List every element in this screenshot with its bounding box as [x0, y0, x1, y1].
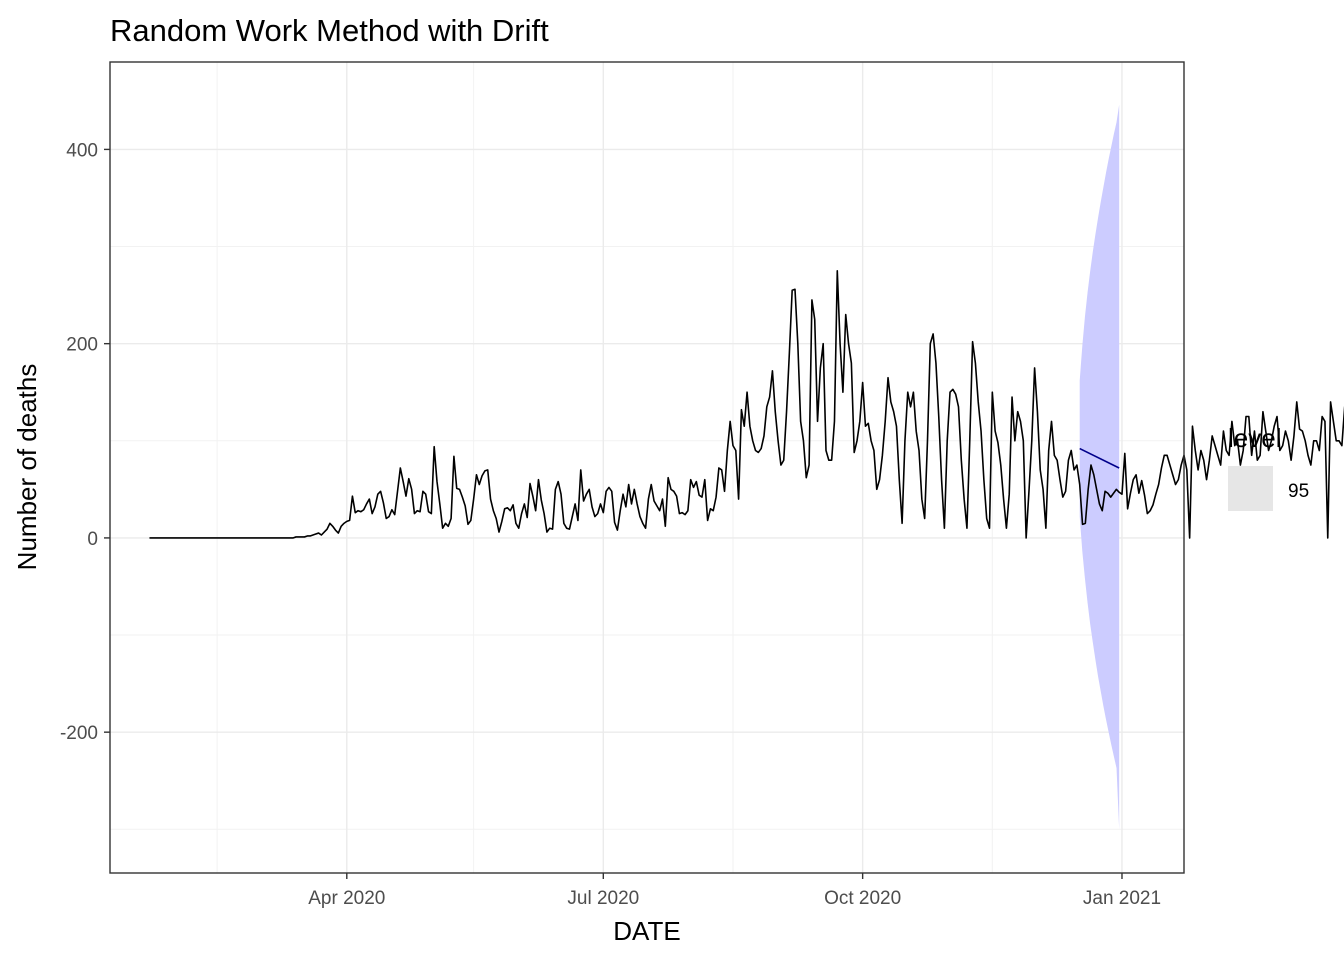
series-layer [149, 270, 1344, 539]
legend-label-95: 95 [1288, 481, 1309, 502]
y-tick-label: 0 [87, 529, 98, 550]
x-tick-label: Apr 2020 [308, 888, 385, 909]
prediction-interval-95 [1079, 104, 1120, 830]
forecast-drift-line [1079, 447, 1120, 469]
legend-key-95 [1228, 466, 1273, 511]
legend-title: level [1228, 423, 1281, 453]
y-axis-title: Number of deaths [12, 364, 42, 571]
y-tick-label: 400 [66, 140, 98, 161]
observed-series-line [149, 270, 1344, 539]
legend: level 95 [1228, 423, 1309, 511]
plot-panel [110, 62, 1184, 873]
x-tick-label: Jan 2021 [1083, 888, 1161, 909]
prediction-interval-layer [1079, 104, 1120, 830]
minor-grid [110, 62, 1184, 873]
y-axis: -200 0 200 400 [60, 140, 110, 744]
y-tick-label: 200 [66, 335, 98, 356]
y-tick-label: -200 [60, 723, 98, 744]
x-tick-label: Jul 2020 [567, 888, 639, 909]
x-tick-label: Oct 2020 [824, 888, 901, 909]
chart-title: Random Work Method with Drift [110, 13, 549, 48]
x-axis-title: DATE [613, 916, 680, 946]
x-axis: Apr 2020 Jul 2020 Oct 2020 Jan 2021 [308, 873, 1161, 909]
plot-panel-border [109, 61, 1185, 874]
